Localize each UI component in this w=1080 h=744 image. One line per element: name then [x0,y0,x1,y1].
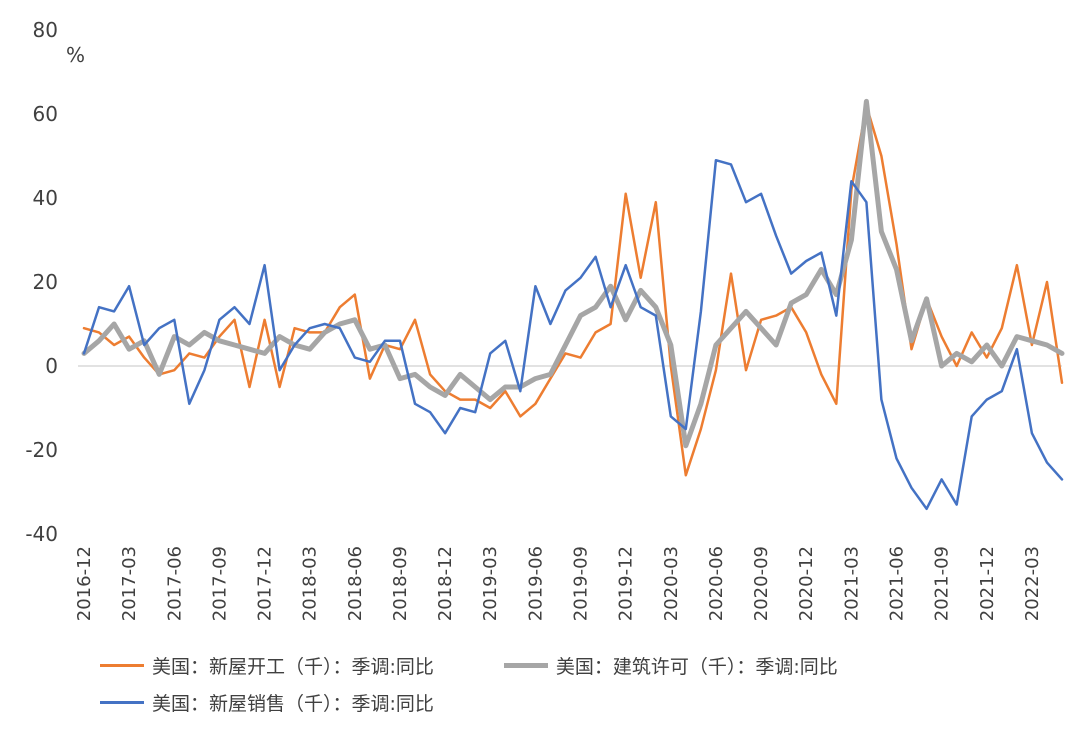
legend-item-building-permits: 美国：建筑许可（千）：季调:同比 [503,652,838,679]
legend-label-housing-starts: 美国：新屋开工（千）：季调:同比 [152,656,434,678]
series-line-0 [82,104,1064,477]
y-tick-label: -40 [25,522,58,546]
x-tick-label: 2019-03 [480,546,501,621]
x-tick-label: 2018-12 [435,546,456,621]
legend-label-building-permits: 美国：建筑许可（千）：季调:同比 [555,656,838,678]
x-tick-label: 2017-12 [255,546,276,621]
series-line-2 [82,158,1064,511]
x-tick-label: 2018-03 [300,546,321,621]
legend-row-2: 美国：新屋销售（千）：季调:同比 [100,689,1050,716]
y-tick-label: 80 [33,18,58,42]
y-tick-label: 60 [33,102,58,126]
x-tick-label: 2017-06 [164,546,185,621]
x-tick-label: 2022-03 [1022,546,1043,621]
x-tick-label: 2020-03 [661,546,682,621]
x-tick-label: 2020-09 [751,546,772,621]
legend-item-housing-starts: 美国：新屋开工（千）：季调:同比 [100,652,434,679]
x-tick-label: 2016-12 [74,546,95,621]
x-tick-label: 2017-09 [209,546,230,621]
x-tick-label: 2020-06 [706,546,727,621]
legend-item-new-home-sales: 美国：新屋销售（千）：季调:同比 [100,689,434,716]
x-tick-label: 2021-09 [932,546,953,621]
y-tick-label: 40 [33,186,58,210]
x-tick-label: 2019-09 [571,546,592,621]
y-tick-label: 0 [45,354,58,378]
x-tick-label: 2021-06 [887,546,908,621]
x-tick-label: 2021-03 [841,546,862,621]
legend-row-1: 美国：新屋开工（千）：季调:同比 美国：建筑许可（千）：季调:同比 [100,652,1050,679]
y-axis-unit-label: % [66,43,85,67]
legend-label-new-home-sales: 美国：新屋销售（千）：季调:同比 [152,693,434,715]
legend: 美国：新屋开工（千）：季调:同比 美国：建筑许可（千）：季调:同比 美国：新屋销… [100,652,1050,716]
x-tick-label: 2021-12 [977,546,998,621]
legend-line-housing-starts [100,664,144,667]
x-tick-label: 2018-06 [345,546,366,621]
legend-line-building-permits [503,663,548,668]
x-tick-label: 2019-12 [616,546,637,621]
series-line-1 [81,98,1065,449]
y-tick-label: -20 [25,438,58,462]
x-tick-label: 2017-03 [119,546,140,621]
y-tick-label: 20 [33,270,58,294]
x-tick-label: 2018-09 [390,546,411,621]
x-tick-label: 2020-12 [796,546,817,621]
x-tick-label: 2019-06 [525,546,546,621]
legend-line-new-home-sales [100,701,144,704]
